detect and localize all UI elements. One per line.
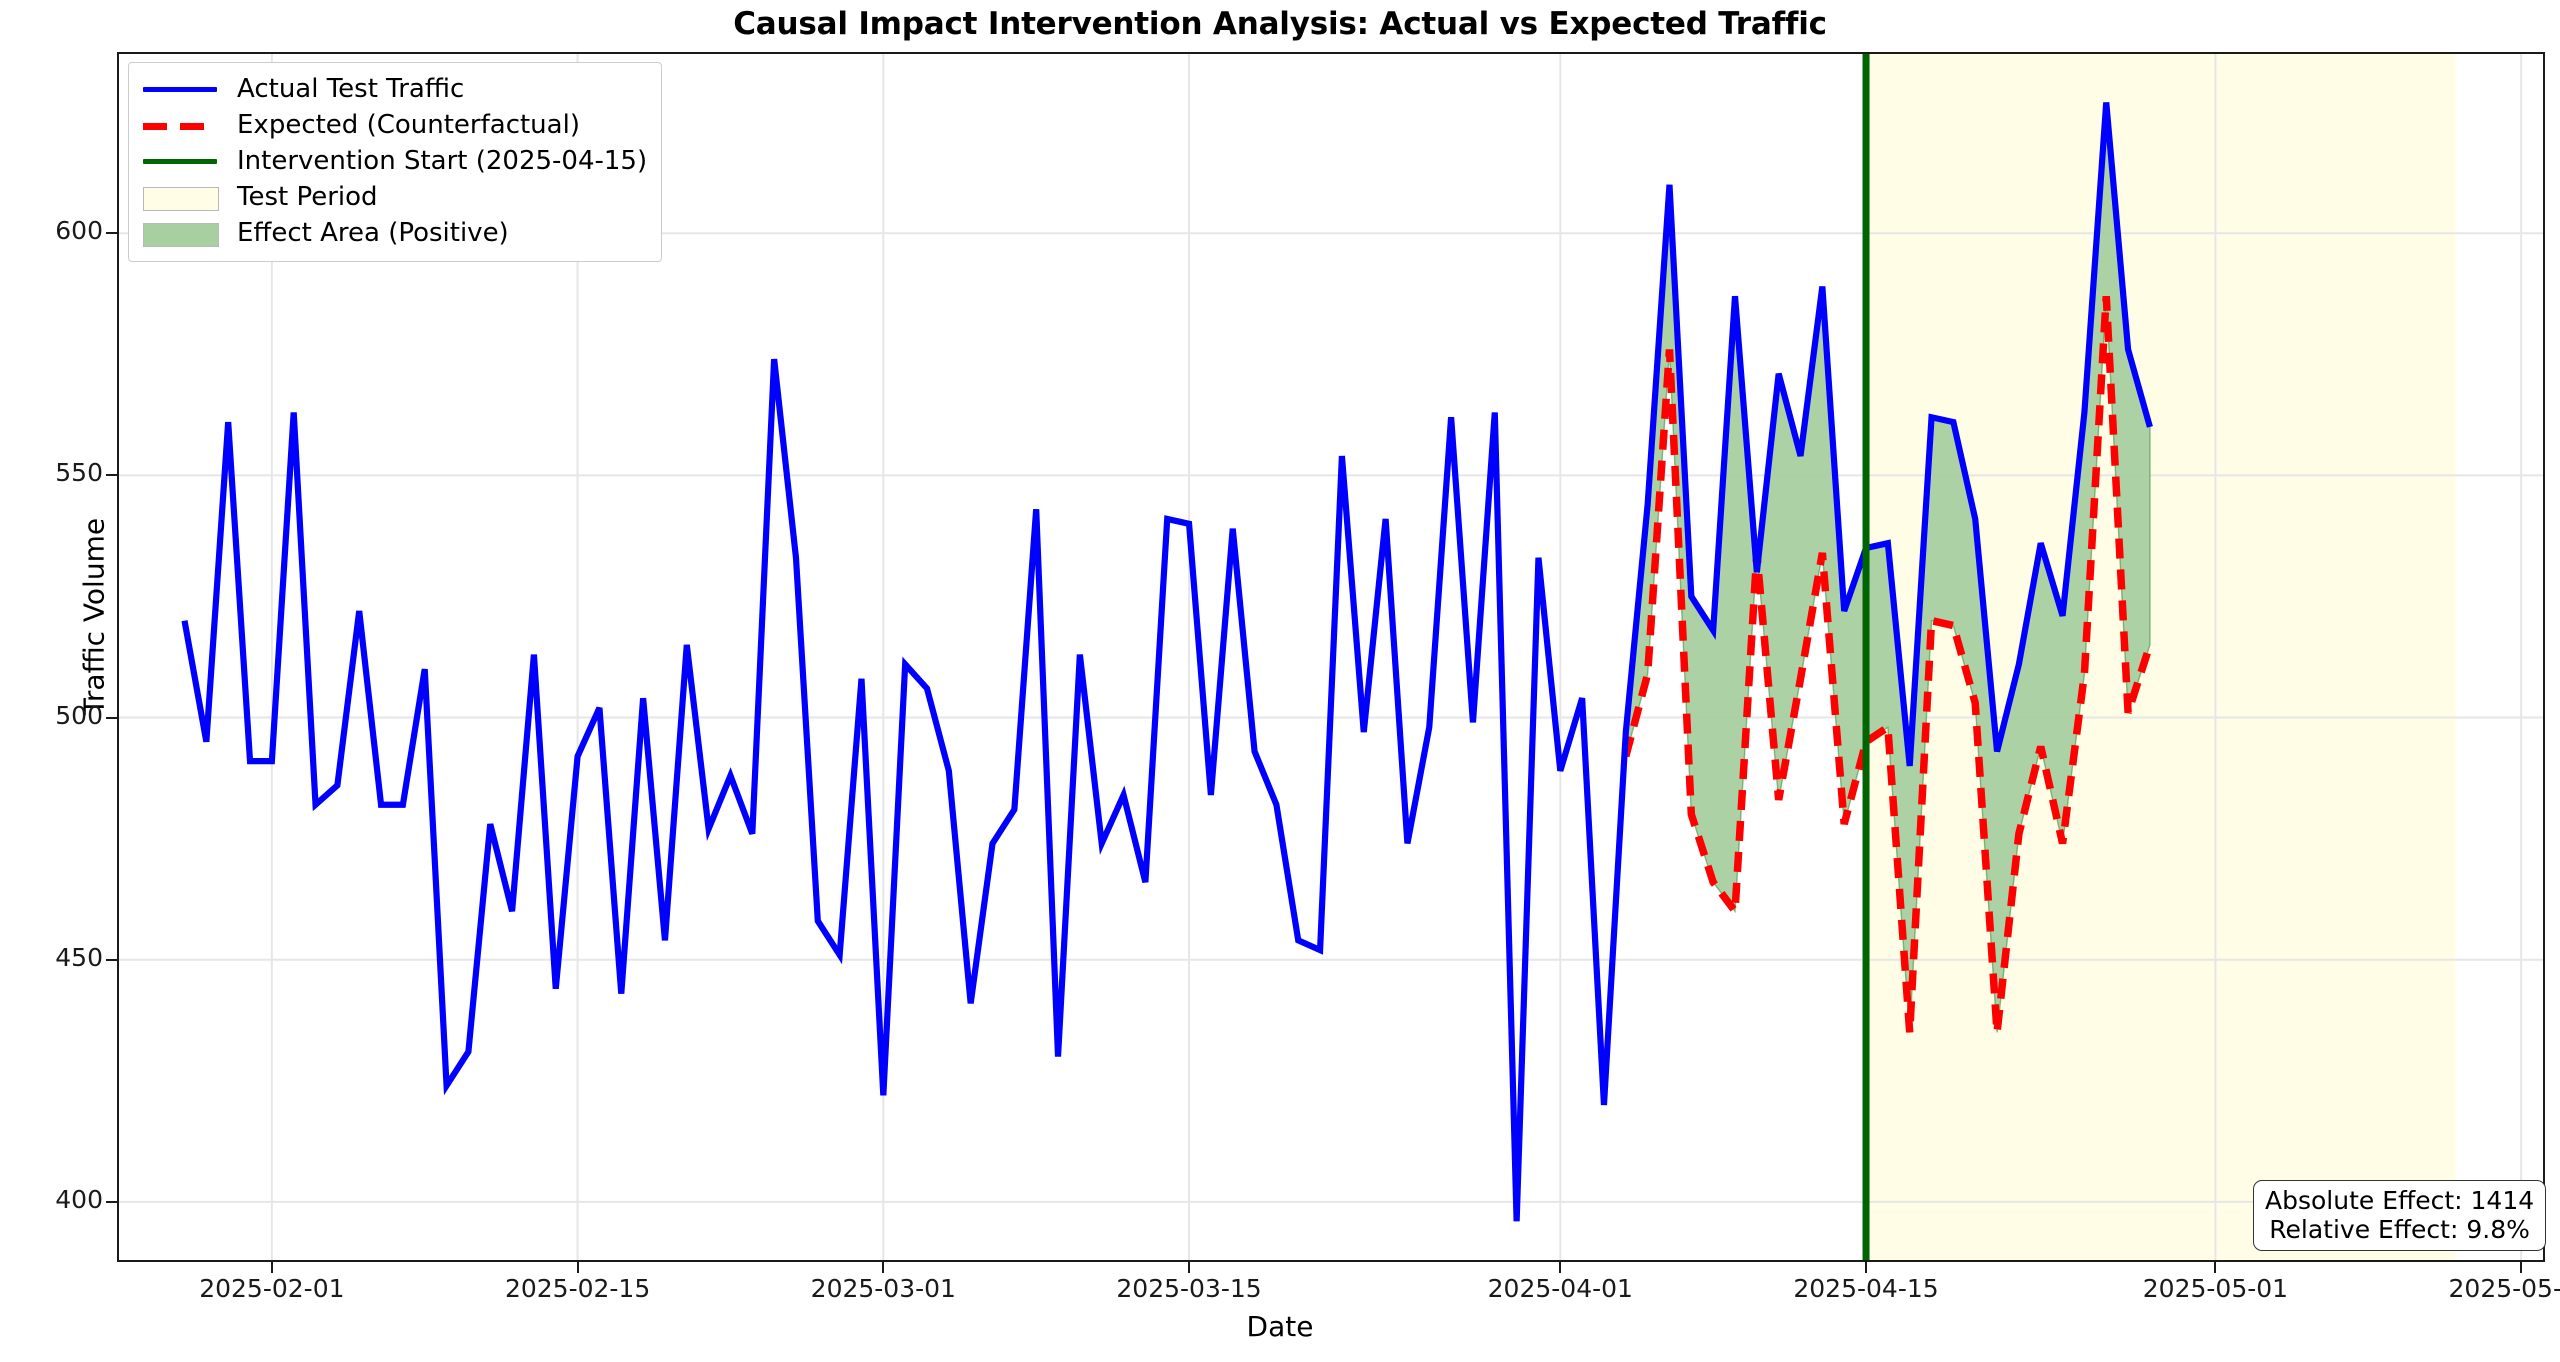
legend-label-actual: Actual Test Traffic xyxy=(237,74,465,104)
x-tick-label: 2025-02-15 xyxy=(504,1274,651,1303)
x-tick-label: 2025-05-01 xyxy=(2142,1274,2289,1303)
x-tick-label: 2025-04-15 xyxy=(1793,1274,1939,1303)
y-tick-mark xyxy=(106,716,117,719)
x-tick-mark xyxy=(1865,1262,1868,1273)
x-tick-label: 2025-03-01 xyxy=(810,1274,956,1303)
absolute-effect-text: Absolute Effect: 1414 xyxy=(2265,1186,2535,1215)
legend-item-effect-area: Effect Area (Positive) xyxy=(141,215,647,251)
x-tick-mark xyxy=(2520,1262,2523,1273)
legend-item-expected: Expected (Counterfactual) xyxy=(141,107,647,143)
chart-title: Causal Impact Intervention Analysis: Act… xyxy=(733,6,1827,42)
effect-summary-annotation: Absolute Effect: 1414 Relative Effect: 9… xyxy=(2253,1180,2547,1251)
x-tick-mark xyxy=(1559,1262,1562,1273)
x-axis-label: Date xyxy=(1246,1310,1314,1343)
x-tick-label: 2025-04-01 xyxy=(1487,1274,1633,1303)
legend-label-effect-area: Effect Area (Positive) xyxy=(237,218,509,248)
y-tick-label: 500 xyxy=(55,700,103,730)
chart-canvas xyxy=(119,54,2543,1260)
y-tick-mark xyxy=(106,958,117,961)
y-tick-label: 400 xyxy=(55,1184,103,1214)
x-tick-label: 2025-02-01 xyxy=(199,1274,345,1303)
y-tick-label: 450 xyxy=(55,942,103,972)
x-tick-mark xyxy=(2214,1262,2217,1273)
legend-marker-intervention-line xyxy=(141,149,219,173)
legend-item-actual: Actual Test Traffic xyxy=(141,71,647,107)
legend-label-intervention: Intervention Start (2025-04-15) xyxy=(237,146,648,176)
chart-legend: Actual Test Traffic Expected (Counterfac… xyxy=(128,62,663,262)
x-tick-mark xyxy=(270,1262,273,1273)
x-tick-mark xyxy=(576,1262,579,1273)
legend-item-test-period: Test Period xyxy=(141,179,647,215)
y-tick-mark xyxy=(106,474,117,477)
y-tick-label: 550 xyxy=(55,458,103,488)
test-period-band xyxy=(1866,54,2456,1260)
legend-marker-effect-area-patch xyxy=(141,221,219,247)
x-tick-label: 2025-05-15 xyxy=(2448,1274,2560,1303)
legend-marker-actual-line xyxy=(141,77,219,101)
expected-counterfactual-line xyxy=(1622,295,2154,1033)
actual-traffic-line xyxy=(181,102,2153,1222)
x-tick-mark xyxy=(882,1262,885,1273)
legend-label-test-period: Test Period xyxy=(237,182,378,212)
legend-marker-expected-dashed-line xyxy=(141,113,219,137)
y-tick-mark xyxy=(106,232,117,235)
x-tick-mark xyxy=(1188,1262,1191,1273)
y-tick-mark xyxy=(106,1200,117,1203)
legend-marker-test-period-patch xyxy=(141,185,219,211)
x-tick-label: 2025-03-15 xyxy=(1116,1274,1262,1303)
legend-label-expected: Expected (Counterfactual) xyxy=(237,110,580,140)
y-tick-label: 600 xyxy=(55,216,103,246)
relative-effect-text: Relative Effect: 9.8% xyxy=(2269,1215,2530,1244)
legend-item-intervention: Intervention Start (2025-04-15) xyxy=(141,143,647,179)
